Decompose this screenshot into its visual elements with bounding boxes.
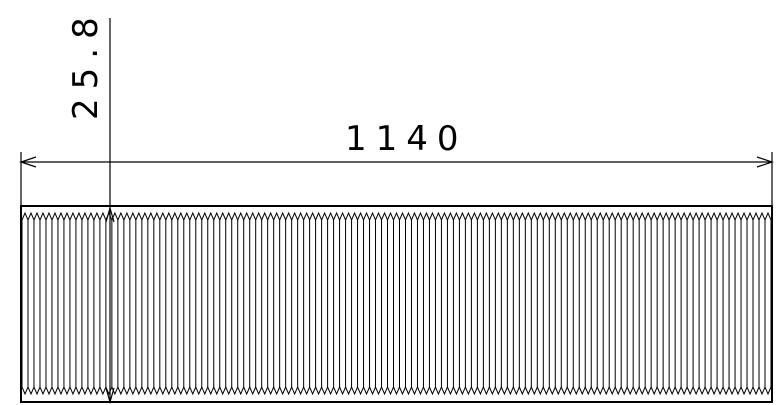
length-dimension <box>19 152 774 206</box>
pipe-outline <box>20 205 773 403</box>
thread-crest-top <box>21 211 772 222</box>
thread-crest-bottom <box>21 385 772 396</box>
diameter-dimension <box>105 18 115 405</box>
length-arrow-right <box>756 156 774 168</box>
threaded-pipe <box>20 205 773 403</box>
diameter-dimension-text: 25.8 <box>66 8 106 120</box>
length-dimension-text: 1140 <box>345 119 468 159</box>
thread-lines <box>21 220 772 387</box>
length-arrow-left <box>19 156 37 168</box>
